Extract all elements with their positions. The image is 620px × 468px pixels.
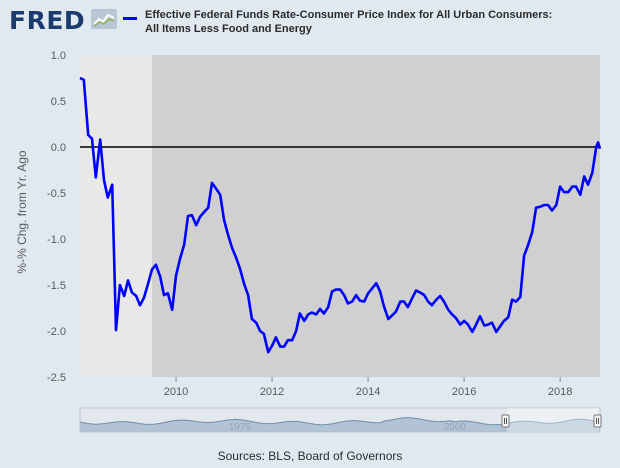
y-tick-label: -1.5 — [47, 280, 66, 292]
x-tick-label: 2014 — [356, 386, 380, 398]
y-tick-label: -1.0 — [47, 234, 66, 246]
plot-background — [80, 55, 600, 377]
y-tick-label: -2.5 — [47, 372, 66, 384]
plot-area: 1.0 0.5 0.0 -0.5 -1.0 -1.5 -2.0 -2.5 2010 2012 201… — [47, 50, 602, 398]
y-tick-label: 0.5 — [51, 96, 66, 108]
navigator-handle — [593, 414, 602, 428]
y-axis-label: %-% Chg. from Yr. Ago — [15, 150, 29, 273]
legend-series-label: Effective Federal Funds Rate-Consumer Pr… — [145, 8, 605, 36]
range-navigator[interactable]: 1975 2000 — [79, 407, 602, 433]
y-tick-label: 0.0 — [51, 142, 66, 154]
navigator-selection — [507, 408, 599, 432]
y-tick-label: -2.0 — [47, 326, 66, 338]
x-tick-label: 2016 — [452, 386, 476, 398]
navigator-series-area — [80, 417, 600, 432]
fred-graph-icon — [91, 9, 117, 29]
legend-label-line-1: Effective Federal Funds Rate-Consumer Pr… — [145, 9, 553, 21]
x-tick-label: 2010 — [164, 386, 188, 398]
y-tick-label: 1.0 — [51, 50, 66, 62]
legend-label-line-2: All Items Less Food and Energy — [145, 23, 312, 35]
sources-note: Sources: BLS, Board of Governors — [217, 449, 403, 463]
navigator-year-label: 1975 — [229, 422, 252, 433]
x-tick-label: 2012 — [260, 386, 284, 398]
navigator-year-label: 2000 — [444, 422, 467, 433]
x-tick-label: 2018 — [548, 386, 572, 398]
y-tick-label: -0.5 — [47, 188, 66, 200]
series-line — [79, 76, 602, 354]
legend-series-swatch — [123, 17, 137, 20]
navigator-series-line — [79, 417, 601, 426]
navigator-handle — [501, 414, 510, 428]
fred-logo[interactable]: FRED — [9, 6, 86, 35]
chart-header: FRED Effective Federal Funds Rate-Consum… — [0, 0, 620, 50]
